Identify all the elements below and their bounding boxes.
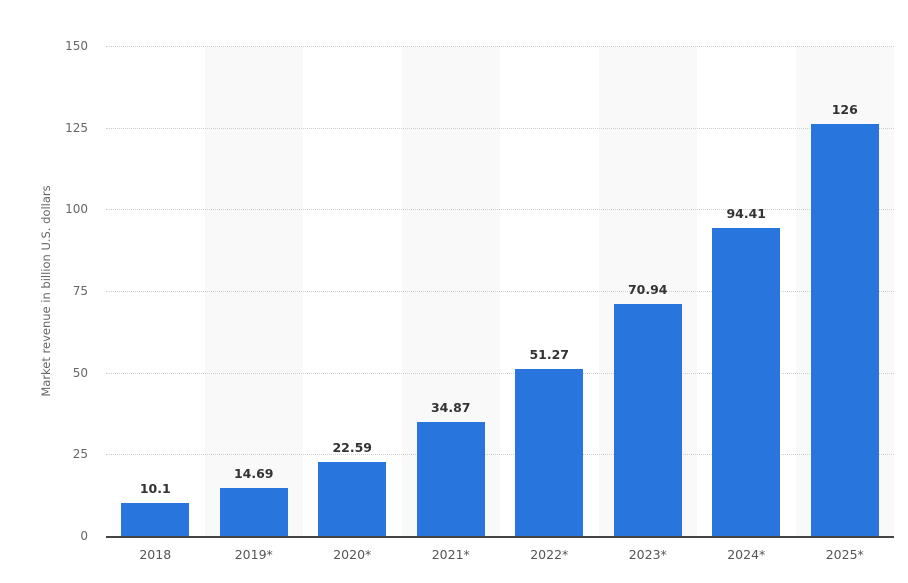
x-tick-label: 2021* (431, 547, 470, 562)
gridline (106, 454, 894, 456)
x-tick-label: 2025* (825, 547, 864, 562)
y-tick-label: 150 (65, 39, 88, 53)
bar-2019[interactable] (219, 488, 288, 536)
data-label: 22.59 (332, 440, 373, 456)
data-label: 126 (831, 102, 858, 118)
bar-2020[interactable] (318, 462, 387, 536)
y-tick-label: 100 (65, 202, 88, 217)
data-label: 14.69 (233, 466, 274, 481)
data-label: 94.41 (726, 205, 767, 221)
gridline (106, 291, 894, 292)
x-tick-label: 2020* (333, 547, 372, 562)
bar-2018[interactable] (121, 503, 190, 536)
x-tick-label: 2019* (234, 547, 273, 562)
y-tick-label: 25 (72, 447, 88, 462)
data-label: 34.87 (430, 400, 471, 416)
x-tick-label: 2023* (628, 547, 667, 562)
x-tick-label: 2018 (139, 547, 172, 562)
gridline (106, 209, 894, 211)
bar-2024[interactable] (712, 227, 781, 536)
gridline (106, 46, 894, 47)
x-axis-line (106, 536, 894, 538)
data-label: 70.94 (627, 282, 668, 298)
y-tick-label: 75 (72, 284, 88, 298)
gridline (106, 127, 894, 129)
data-label: 51.27 (529, 346, 570, 362)
bar-2021[interactable] (416, 422, 485, 536)
gridline (106, 372, 894, 374)
bar-2022[interactable] (515, 368, 584, 536)
data-label: 10.1 (139, 481, 171, 496)
x-tick-label: 2024* (727, 547, 766, 562)
bar-2023[interactable] (613, 304, 682, 536)
y-tick-label: 0 (80, 529, 88, 543)
y-tick-label: 125 (65, 120, 88, 135)
y-tick-label: 50 (72, 365, 88, 380)
bar-2025[interactable] (810, 124, 879, 536)
x-tick-label: 2022* (530, 547, 569, 562)
